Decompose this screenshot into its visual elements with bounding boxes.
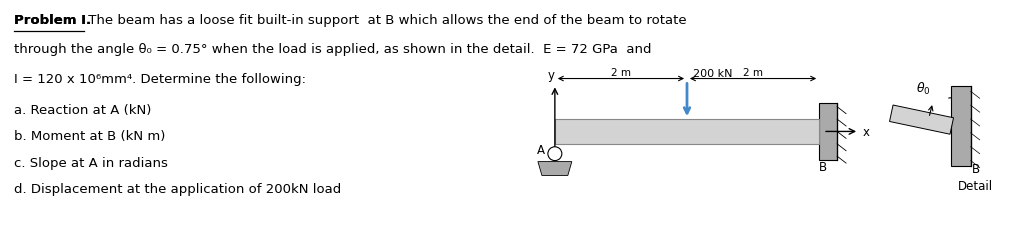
Text: y: y	[547, 69, 554, 82]
Text: Detail: Detail	[958, 180, 993, 193]
Text: x: x	[863, 125, 870, 138]
Text: The beam has a loose fit built-in support  at B which allows the end of the beam: The beam has a loose fit built-in suppor…	[84, 14, 686, 27]
Text: Problem I.: Problem I.	[14, 14, 91, 27]
Text: 2 m: 2 m	[743, 67, 763, 77]
Bar	[950, 87, 971, 166]
Text: 200 kN: 200 kN	[693, 68, 733, 78]
Text: b. Moment at B (kN m): b. Moment at B (kN m)	[14, 130, 166, 143]
Text: B: B	[972, 162, 980, 175]
Text: a. Reaction at A (kN): a. Reaction at A (kN)	[14, 104, 152, 117]
Bar	[819, 103, 837, 161]
Text: 2 m: 2 m	[611, 67, 631, 77]
Text: A: A	[537, 143, 545, 156]
Polygon shape	[890, 106, 953, 135]
Text: $\theta_0$: $\theta_0$	[916, 81, 930, 97]
Text: through the angle θ₀ = 0.75° when the load is applied, as shown in the detail.  : through the angle θ₀ = 0.75° when the lo…	[14, 43, 652, 56]
Text: B: B	[819, 160, 827, 173]
Text: I = 120 x 10⁶mm⁴. Determine the following:: I = 120 x 10⁶mm⁴. Determine the followin…	[14, 72, 306, 85]
Text: Problem I.: Problem I.	[14, 14, 91, 27]
Text: d. Displacement at the application of 200kN load: d. Displacement at the application of 20…	[14, 182, 342, 195]
Bar	[555, 120, 819, 144]
Text: c. Slope at A in radians: c. Slope at A in radians	[14, 156, 168, 169]
Polygon shape	[538, 162, 572, 176]
Circle shape	[548, 147, 562, 161]
